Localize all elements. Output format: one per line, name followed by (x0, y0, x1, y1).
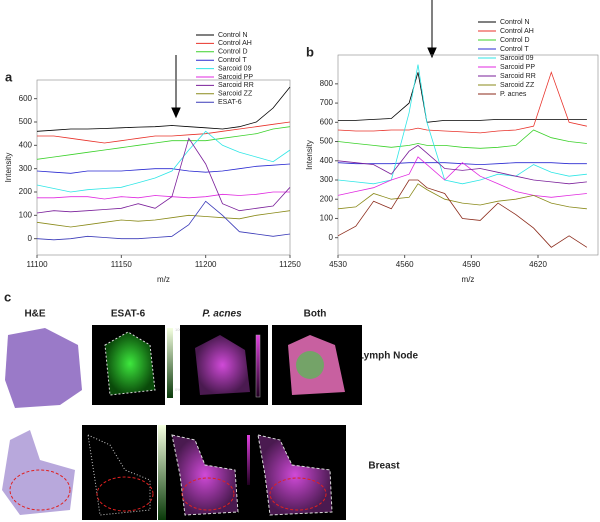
y-tick-label: 200 (19, 187, 33, 196)
series-line (337, 71, 587, 134)
esat6-image (82, 425, 157, 520)
he-image (2, 430, 75, 515)
series-line (36, 200, 291, 241)
y-axis-label: Intensity (305, 140, 314, 170)
series-line (337, 179, 588, 248)
series-line (337, 129, 587, 149)
legend-label: ESAT-6 (218, 99, 242, 106)
legend-label: Control AH (218, 40, 252, 47)
outline (269, 477, 327, 511)
arrow-head (171, 107, 181, 119)
colorbar (247, 435, 250, 485)
legend-label: Sarcoid ZZ (218, 91, 253, 98)
legend-label: Sarcoid RR (218, 82, 254, 89)
outline (9, 469, 71, 511)
series-line (337, 156, 587, 198)
panel-label: c (4, 289, 11, 304)
x-tick-label: 4590 (462, 260, 480, 269)
panel-label: a (5, 69, 13, 84)
colorbar-label: 0% (175, 387, 181, 392)
y-tick-label: 800 (320, 79, 334, 88)
legend-label: Sarcoid 09 (500, 55, 534, 62)
outline (181, 477, 235, 511)
plot-frame (36, 79, 291, 256)
column-header: Both (304, 309, 327, 320)
series-line (36, 130, 291, 193)
series-line (337, 162, 587, 166)
y-tick-label: 400 (19, 140, 33, 149)
series-line (36, 137, 291, 214)
colorbar (158, 425, 166, 520)
x-tick-label: 11150 (111, 260, 133, 269)
x-tick-label: 11200 (195, 260, 217, 269)
panel-label: b (306, 44, 314, 59)
y-tick-label: 400 (320, 156, 334, 165)
arrows (171, 0, 437, 119)
tissue (257, 434, 333, 516)
row-label: Breast (368, 461, 400, 472)
plot-frame (337, 54, 599, 256)
charts: 0 100 200 300 400 500 600 11100 11150 11200 11250 m… (4, 19, 599, 284)
legend-label: Control N (500, 19, 530, 26)
legend-label: Control AH (500, 28, 534, 35)
colorbar (167, 328, 173, 398)
series-line (337, 144, 587, 185)
legend-label: Sarcoid PP (500, 64, 535, 71)
tissue (171, 434, 239, 516)
series-line (37, 191, 290, 200)
y-tick-label: 600 (320, 117, 334, 126)
y-tick-label: 600 (19, 94, 33, 103)
outline (87, 434, 151, 516)
legend-label: Control N (218, 32, 248, 39)
x-axis-label: m/z (462, 275, 475, 284)
x-tick-label: 4620 (529, 260, 547, 269)
legend-label: Sarcoid PP (218, 74, 253, 81)
y-tick-label: 100 (320, 214, 334, 223)
tissue (104, 331, 156, 396)
column-header: ESAT-6 (111, 309, 146, 320)
y-tick-label: 100 (19, 210, 33, 219)
legend-label: Sarcoid RR (500, 73, 536, 80)
y-tick-label: 300 (320, 175, 334, 184)
colorbar (255, 334, 261, 398)
legend-label: Control D (500, 37, 530, 44)
overlay (296, 351, 324, 379)
he-image (5, 328, 82, 408)
series-line (36, 163, 291, 174)
legend-label: Control T (500, 46, 529, 53)
series-line (37, 121, 291, 144)
row-label: Lymph Node (358, 351, 419, 362)
arrow-head (427, 47, 437, 59)
y-tick-label: 500 (19, 117, 33, 126)
x-tick-label: 4530 (329, 260, 347, 269)
y-tick-label: 500 (320, 137, 334, 146)
y-tick-label: 0 (28, 234, 33, 243)
column-header: H&E (24, 309, 45, 320)
x-tick-label: 11100 (26, 260, 48, 269)
series-line (337, 183, 587, 210)
legend-label: Sarcoid 09 (218, 65, 252, 72)
y-tick-label: 700 (320, 98, 334, 107)
y-tick-label: 0 (329, 233, 334, 242)
y-tick-label: 200 (320, 194, 334, 203)
series-line (36, 86, 291, 132)
panel-c: c H&E ESAT-6 P. acnes Both Lymph Node Br… (2, 289, 419, 520)
y-axis-label: Intensity (4, 153, 13, 183)
outline (96, 476, 154, 512)
series-line (337, 64, 587, 185)
legend-label: Control D (218, 49, 248, 56)
x-axis-label: m/z (157, 275, 170, 284)
legend-label: Control T (218, 57, 247, 64)
series-line (338, 72, 587, 123)
y-tick-label: 300 (19, 164, 33, 173)
tissue (195, 335, 250, 395)
x-tick-label: 11250 (279, 260, 301, 269)
legend-label: P. acnes (500, 91, 527, 98)
series-line (36, 126, 291, 160)
legend-label: Sarcoid ZZ (500, 82, 535, 89)
column-header: P. acnes (202, 309, 242, 320)
x-tick-label: 4560 (396, 260, 414, 269)
series-line (36, 210, 291, 228)
